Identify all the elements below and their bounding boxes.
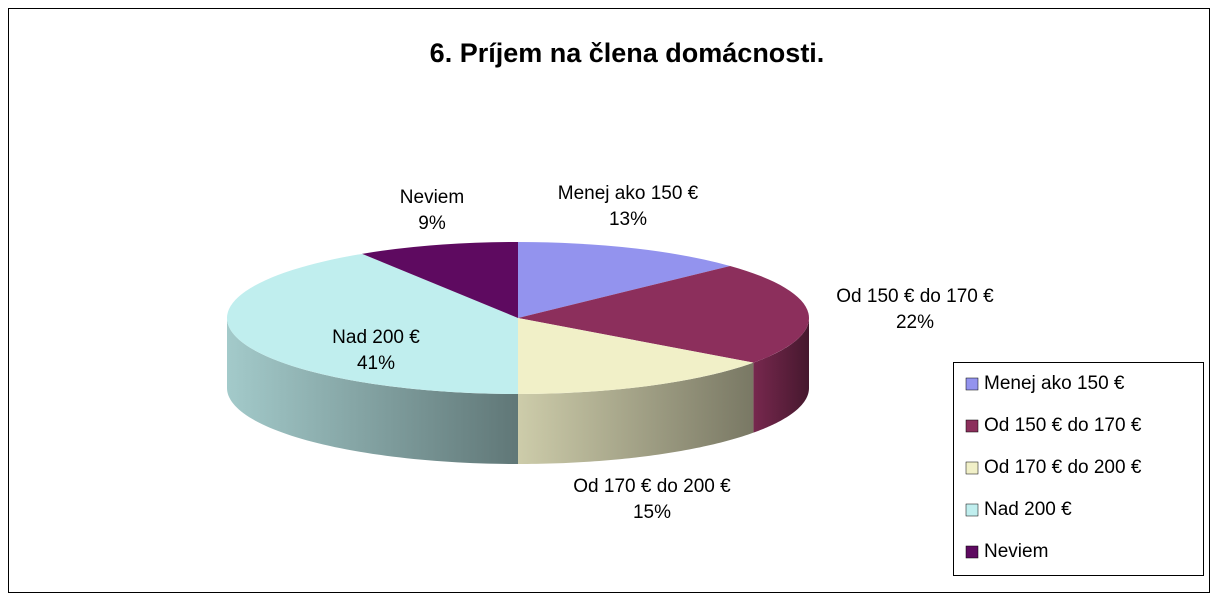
data-label-value: 22% — [896, 312, 934, 333]
chart-frame — [8, 8, 1210, 593]
pie-slice — [226, 253, 518, 394]
data-label-value: 41% — [357, 353, 395, 374]
pie-slice — [518, 242, 731, 318]
legend-swatch — [965, 503, 979, 517]
legend-swatch — [965, 377, 979, 391]
pie-side — [227, 318, 518, 464]
data-label-name: Od 150 € do 170 € — [836, 286, 994, 307]
legend-label: Menej ako 150 € — [984, 373, 1125, 394]
data-label-value: 9% — [418, 213, 446, 234]
legend-box — [953, 362, 1204, 576]
pie-slice — [518, 318, 754, 394]
chart-title: 6. Príjem na člena domácnosti. — [430, 38, 825, 68]
legend-swatch — [965, 461, 979, 475]
data-label-name: Nad 200 € — [332, 327, 420, 348]
legend-label: Nad 200 € — [984, 499, 1072, 520]
pie-side — [518, 362, 754, 464]
data-label-value: 13% — [609, 209, 647, 230]
data-label-name: Neviem — [400, 187, 464, 208]
legend-label: Od 150 € do 170 € — [984, 415, 1142, 436]
data-label-value: 15% — [633, 502, 671, 523]
legend-label: Neviem — [984, 541, 1048, 562]
pie-side — [753, 318, 809, 433]
data-label-name: Od 170 € do 200 € — [573, 476, 731, 497]
legend-swatch — [965, 419, 979, 433]
data-label-name: Menej ako 150 € — [558, 183, 699, 204]
pie-slice — [518, 265, 810, 363]
pie-slice — [362, 242, 518, 318]
legend-label: Od 170 € do 200 € — [984, 457, 1142, 478]
legend-swatch — [965, 545, 979, 559]
